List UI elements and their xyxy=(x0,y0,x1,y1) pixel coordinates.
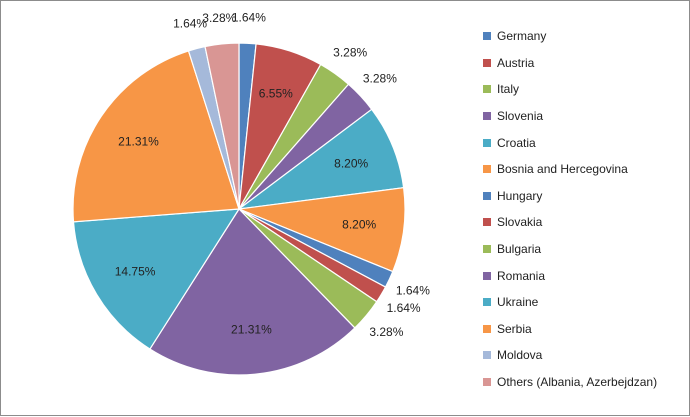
data-label-germany: 1.64% xyxy=(232,10,266,24)
legend-swatch xyxy=(483,378,491,387)
legend-label: Others (Albania, Azerbejdzan) xyxy=(497,375,658,390)
legend-label: Hungary xyxy=(497,188,543,203)
legend-label: Bosnia and Hercegovina xyxy=(497,162,628,177)
pie-chart: 1.64% 6.55% 3.28% 3.28% 8.20% 8.20% 1.64% 1.64%… xyxy=(72,10,430,376)
legend-label: Croatia xyxy=(497,135,536,150)
legend-swatch xyxy=(483,298,491,307)
legend-item-serbia: Serbia xyxy=(483,316,657,343)
legend-item-croatia: Croatia xyxy=(483,129,657,156)
legend-label: Romania xyxy=(497,268,546,283)
legend-label: Italy xyxy=(497,82,520,97)
legend-label: Ukraine xyxy=(497,295,539,310)
data-label-austria: 6.55% xyxy=(259,87,293,101)
legend-label: Austria xyxy=(497,55,535,70)
legend-swatch xyxy=(483,218,491,227)
data-label-croatia: 8.20% xyxy=(334,156,368,170)
legend-item-ukraine: Ukraine xyxy=(483,289,657,316)
legend-swatch xyxy=(483,165,491,174)
legend-item-bulgaria: Bulgaria xyxy=(483,236,657,263)
legend-swatch xyxy=(483,351,491,360)
data-label-slovakia: 1.64% xyxy=(387,301,421,315)
legend-swatch xyxy=(483,271,491,280)
data-label-ukraine: 14.75% xyxy=(115,264,156,278)
data-label-romania: 21.31% xyxy=(231,323,272,337)
data-label-others-albania-azerbejdzan: 3.28% xyxy=(202,11,236,25)
pie-slices xyxy=(72,42,406,376)
pie-slice-others-albania-azerbejdzan xyxy=(204,42,240,210)
legend-label: Slovakia xyxy=(497,215,543,230)
legend-label: Bulgaria xyxy=(497,242,542,257)
legend-label: Germany xyxy=(497,29,547,44)
pie-data-labels: 1.64% 6.55% 3.28% 3.28% 8.20% 8.20% 1.64% 1.64%… xyxy=(115,10,430,339)
legend-swatch xyxy=(483,245,491,254)
legend-item-hungary: Hungary xyxy=(483,183,657,210)
legend-swatch xyxy=(483,85,491,94)
legend-item-slovakia: Slovakia xyxy=(483,209,657,236)
legend-swatch xyxy=(483,191,491,200)
data-label-bulgaria: 3.28% xyxy=(369,325,403,339)
legend-item-italy: Italy xyxy=(483,76,657,103)
legend-item-moldova: Moldova xyxy=(483,342,657,369)
legend-label: Slovenia xyxy=(497,109,544,124)
legend-swatch xyxy=(483,58,491,67)
legend-swatch xyxy=(483,138,491,147)
legend-label: Serbia xyxy=(497,321,532,336)
legend-item-romania: Romania xyxy=(483,262,657,289)
data-label-serbia: 21.31% xyxy=(118,134,159,148)
pie-slice-serbia xyxy=(72,50,240,223)
legend-swatch xyxy=(483,324,491,333)
pie-slice-ukraine xyxy=(72,208,241,350)
legend-item-others-albania-azerbejdzan: Others (Albania, Azerbejdzan) xyxy=(483,369,657,396)
legend: Germany Austria Italy Slovenia Croatia Bosnia… xyxy=(483,23,657,395)
legend-item-austria: Austria xyxy=(483,50,657,77)
legend-item-bosnia-and-hercegovina: Bosnia and Hercegovina xyxy=(483,156,657,183)
pie-slice-romania xyxy=(149,208,356,376)
data-label-hungary: 1.64% xyxy=(396,283,430,297)
legend-swatch xyxy=(483,112,491,121)
data-label-slovenia: 3.28% xyxy=(363,72,397,86)
legend-item-slovenia: Slovenia xyxy=(483,103,657,130)
data-label-moldova: 1.64% xyxy=(173,16,207,30)
legend-item-germany: Germany xyxy=(483,23,657,50)
data-label-bosnia-and-hercegovina: 8.20% xyxy=(342,218,376,232)
legend-swatch xyxy=(483,32,491,41)
legend-label: Moldova xyxy=(497,348,543,363)
data-label-italy: 3.28% xyxy=(333,46,367,60)
